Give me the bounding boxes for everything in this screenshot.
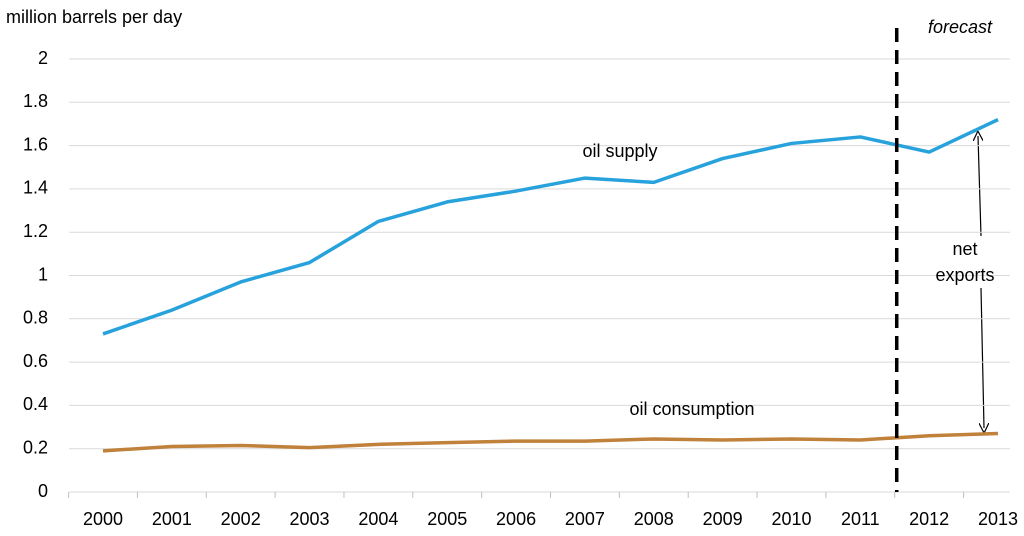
y-axis-label: million barrels per day — [6, 7, 182, 27]
x-tick-label: 2012 — [909, 509, 949, 529]
y-tick-label: 1 — [38, 264, 48, 284]
x-tick-label: 2004 — [358, 509, 398, 529]
y-tick-label: 2 — [38, 48, 48, 68]
y-tick-label: 0 — [38, 481, 48, 501]
y-tick-label: 1.8 — [23, 91, 48, 111]
arrow — [978, 136, 981, 237]
series-line — [102, 118, 999, 336]
y-tick-label: 1.6 — [23, 134, 48, 154]
x-tick-label: 2003 — [290, 509, 330, 529]
x-tick-label: 2007 — [565, 509, 605, 529]
y-tick-label: 0.4 — [23, 394, 48, 414]
y-tick-label: 0.6 — [23, 351, 48, 371]
x-tick-label: 2009 — [703, 509, 743, 529]
y-tick-label: 0.8 — [23, 308, 48, 328]
x-tick-label: 2000 — [83, 509, 123, 529]
x-tick-label: 2013 — [978, 509, 1018, 529]
x-tick-label: 2011 — [841, 509, 880, 529]
series-line — [102, 431, 999, 453]
net-exports-label: net exports — [935, 239, 995, 285]
y-tick-label: 0.2 — [23, 437, 48, 457]
y-tick-label: 1.2 — [23, 221, 48, 241]
x-tick-label: 2006 — [496, 509, 536, 529]
x-tick-label: 2001 — [152, 509, 192, 529]
arrow — [981, 287, 984, 428]
y-tick-label: 1.4 — [23, 178, 48, 198]
x-tick-label: 2002 — [221, 509, 261, 529]
x-tick-label: 2010 — [771, 509, 811, 529]
series-label: oil consumption — [629, 399, 754, 419]
x-tick-label: 2005 — [427, 509, 467, 529]
forecast-label: forecast — [928, 17, 993, 37]
series-label: oil supply — [582, 141, 657, 161]
x-tick-label: 2008 — [634, 509, 674, 529]
